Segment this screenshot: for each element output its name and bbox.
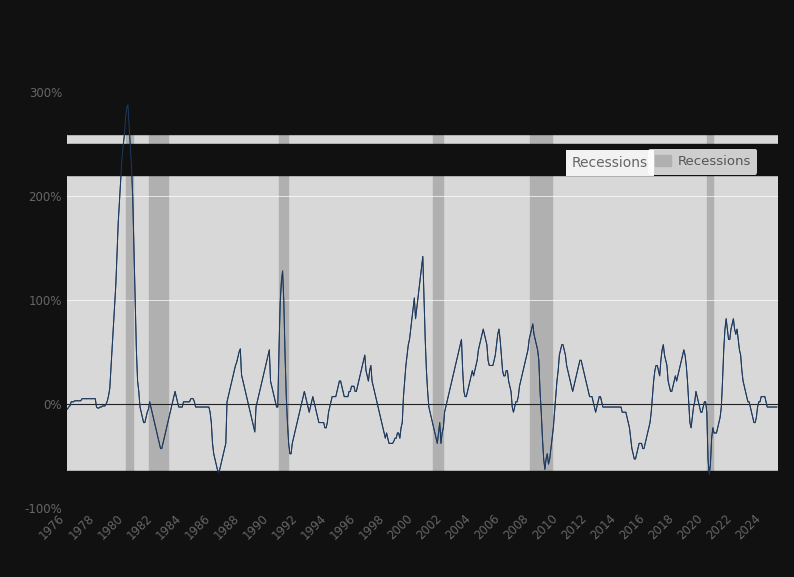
Bar <box>433 92 443 508</box>
Text: Recessions: Recessions <box>572 156 648 170</box>
Bar <box>67 92 778 134</box>
Bar <box>67 471 778 508</box>
Bar <box>707 92 713 508</box>
Bar <box>67 144 778 175</box>
Bar <box>530 92 552 508</box>
Bar <box>148 92 168 508</box>
Legend: Recessions: Recessions <box>649 149 757 175</box>
Bar <box>125 92 133 508</box>
Bar <box>279 92 288 508</box>
